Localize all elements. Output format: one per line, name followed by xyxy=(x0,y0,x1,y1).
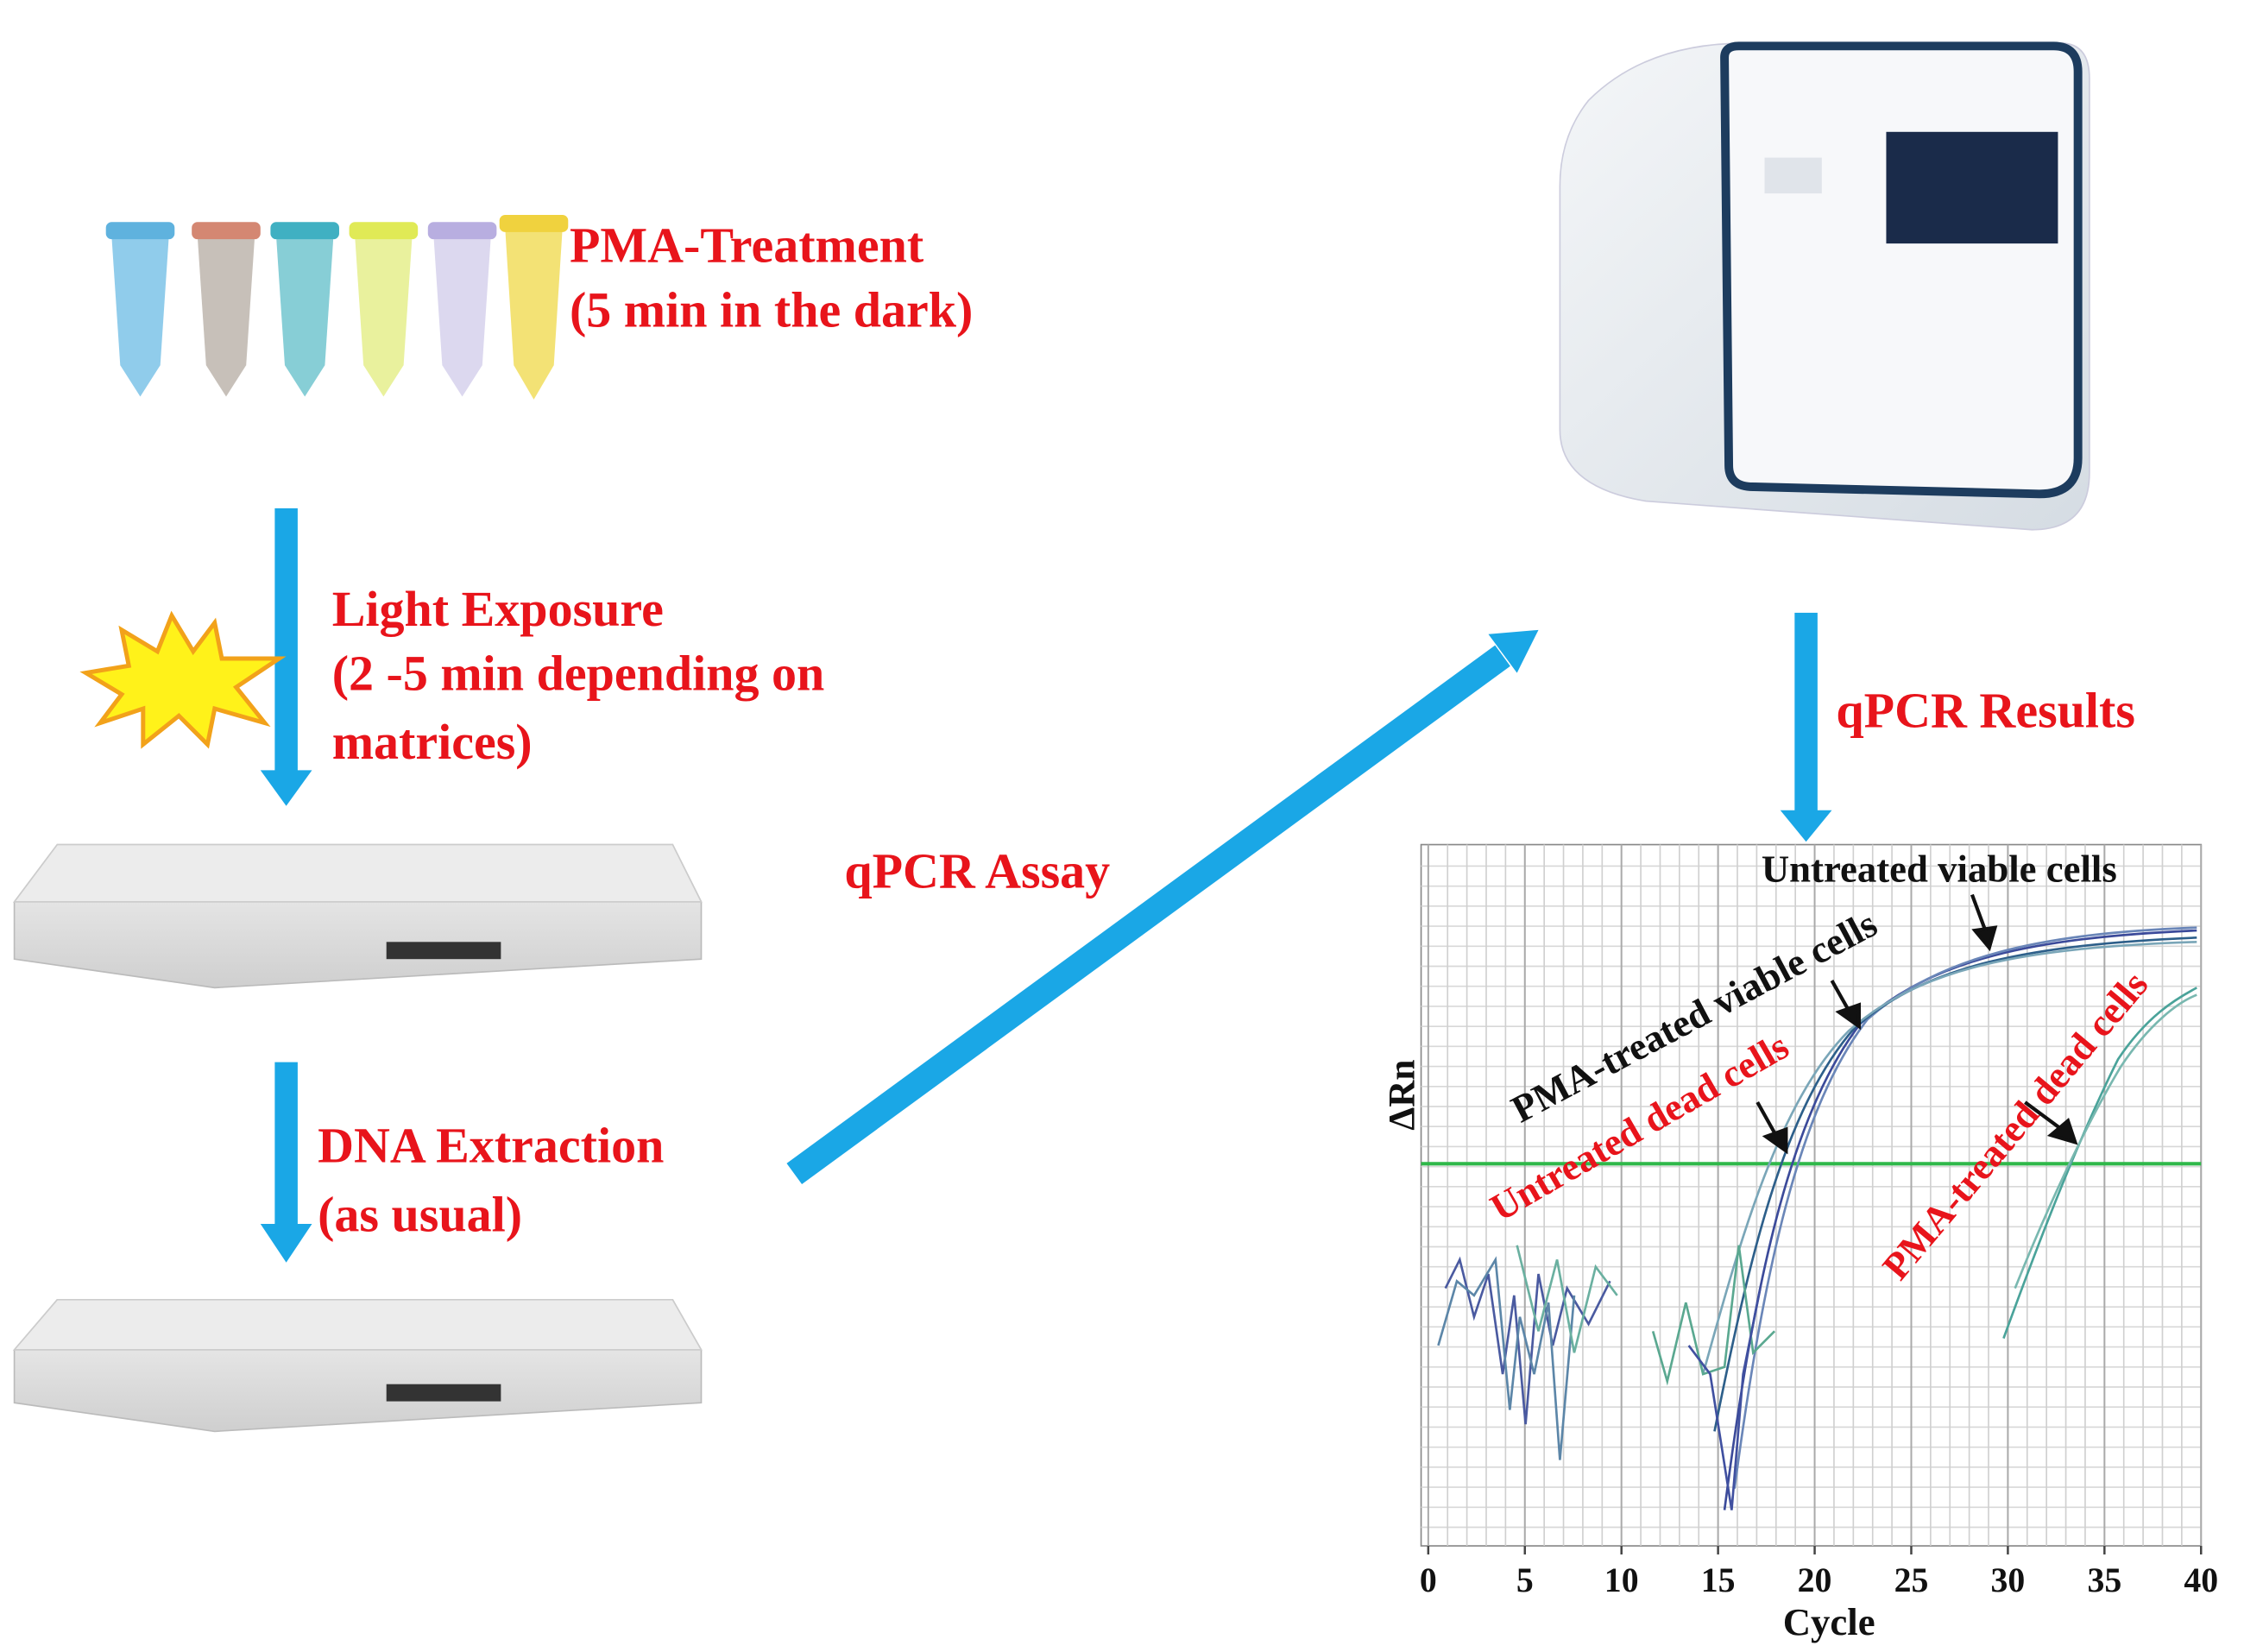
step-text: PMA-Treatment xyxy=(570,218,924,274)
x-ticks: 0 5 10 15 20 25 30 35 40 xyxy=(1420,1546,2218,1599)
step-text: Light Exposure xyxy=(332,581,664,637)
qpcr-plot: 0 5 10 15 20 25 30 35 40 Cycle ΔRn Untreated via… xyxy=(1382,843,2218,1643)
amplification-curves xyxy=(1437,926,2197,1510)
x-tick-label: 15 xyxy=(1701,1561,1736,1599)
annotation-arrows xyxy=(1755,893,2078,1155)
arrow xyxy=(260,1062,312,1263)
arrow xyxy=(1780,612,1832,842)
arrow xyxy=(260,508,312,806)
qpcr-machine xyxy=(1559,41,2090,531)
x-tick-label: 40 xyxy=(2184,1561,2218,1599)
x-tick-label: 25 xyxy=(1894,1561,1929,1599)
plate xyxy=(12,843,703,989)
step-text: (as usual) xyxy=(318,1186,522,1242)
step-text: (5 min in the dark) xyxy=(570,281,973,337)
x-tick-label: 35 xyxy=(2087,1561,2121,1599)
arrow xyxy=(786,629,1539,1184)
step-text: qPCR Results xyxy=(1836,683,2135,739)
annotation: Untreated viable cells xyxy=(1762,848,2117,891)
x-tick-label: 0 xyxy=(1420,1561,1437,1599)
x-tick-label: 30 xyxy=(1991,1561,2026,1599)
step-text: (2 -5 min depending on xyxy=(332,645,825,701)
v-grid xyxy=(1427,844,2203,1547)
step-text: DNA Extraction xyxy=(318,1118,664,1174)
y-axis-label: ΔRn xyxy=(1382,1060,1422,1131)
plate xyxy=(12,1299,703,1433)
x-tick-label: 20 xyxy=(1798,1561,1832,1599)
step-text: matrices) xyxy=(332,714,533,770)
x-tick-label: 5 xyxy=(1516,1561,1534,1599)
x-axis-label: Cycle xyxy=(1783,1600,1875,1643)
step-text: qPCR Assay xyxy=(844,842,1110,899)
x-tick-label: 10 xyxy=(1604,1561,1639,1599)
light-burst xyxy=(79,610,287,749)
plot-frame xyxy=(1420,843,2203,1547)
tubes xyxy=(105,214,569,400)
